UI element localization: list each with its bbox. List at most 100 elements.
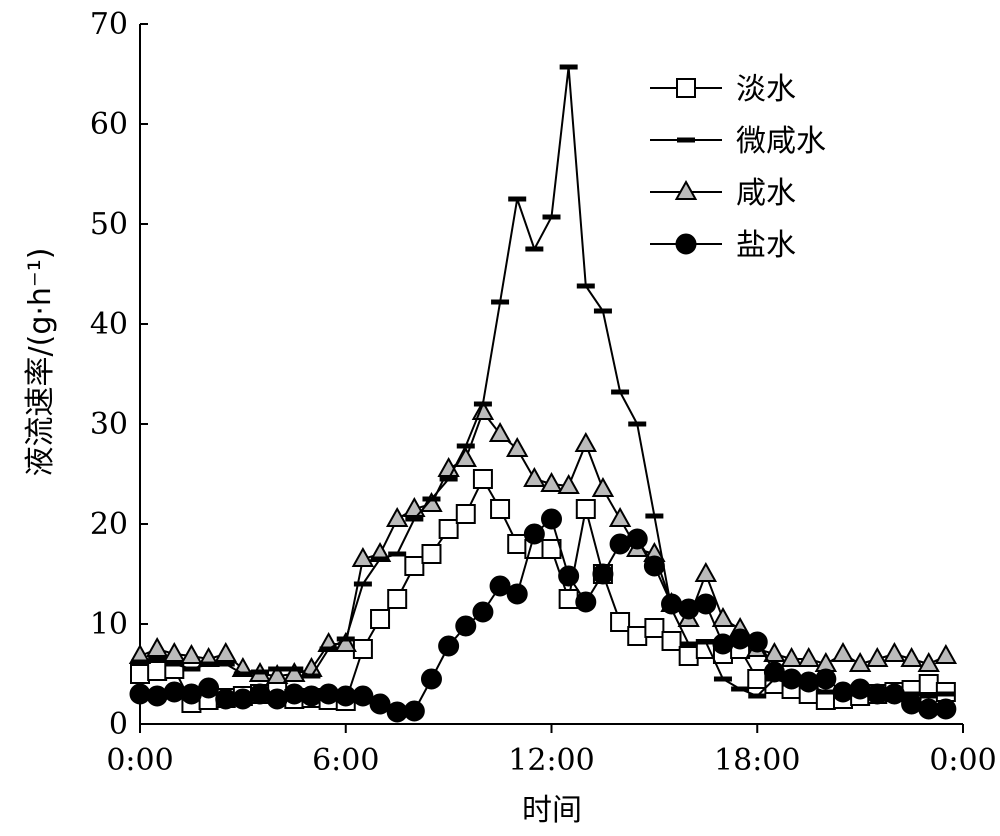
data-point: [557, 473, 580, 494]
data-point: [147, 661, 168, 681]
data-point: [576, 283, 595, 289]
data-point: [268, 666, 287, 672]
data-point: [525, 246, 544, 252]
data-point: [593, 308, 612, 314]
data-point: [868, 686, 887, 692]
data-point: [353, 581, 372, 587]
data-point: [851, 691, 870, 697]
data-point: [679, 641, 698, 647]
data-point: [815, 668, 837, 690]
data-point: [628, 421, 647, 427]
legend-label: 盐水: [736, 228, 796, 263]
legend-label: 咸水: [736, 176, 796, 211]
data-point: [608, 506, 632, 527]
data-point: [645, 513, 664, 519]
legend-item: 淡水: [650, 72, 796, 107]
data-point: [370, 609, 391, 629]
data-point: [626, 528, 648, 550]
data-point: [403, 496, 426, 517]
data-point: [902, 691, 921, 697]
data-point: [506, 436, 529, 457]
data-point: [611, 389, 630, 395]
data-point: [782, 681, 801, 687]
data-point: [371, 556, 390, 562]
data-point: [472, 601, 494, 623]
legend-item: 盐水: [650, 228, 796, 263]
data-point: [199, 661, 218, 667]
legend-label: 淡水: [736, 72, 796, 107]
data-point: [180, 643, 203, 664]
data-point: [816, 689, 835, 695]
y-axis-label: 液流速率/(g·h⁻¹): [23, 248, 58, 477]
data-point: [438, 519, 459, 539]
data-point: [540, 471, 563, 492]
data-point: [747, 669, 768, 689]
data-point: [934, 643, 958, 664]
data-point: [694, 561, 718, 582]
data-point: [678, 646, 699, 666]
data-point: [919, 693, 938, 699]
y-tick-label: 30: [90, 407, 128, 442]
data-point: [748, 693, 767, 699]
x-tick-label: 0:00: [106, 743, 173, 778]
legend-marker: [676, 78, 696, 98]
data-point: [198, 677, 220, 699]
data-point: [541, 508, 562, 530]
data-point: [523, 523, 545, 545]
data-point: [388, 551, 407, 557]
y-tick-label: 70: [90, 7, 128, 42]
data-point: [352, 685, 374, 707]
data-point: [848, 651, 872, 672]
data-point: [508, 196, 527, 202]
data-point: [780, 646, 803, 667]
data-point: [507, 534, 528, 554]
data-point: [319, 646, 338, 652]
data-point: [473, 401, 492, 407]
data-point: [404, 556, 425, 576]
data-point: [900, 646, 923, 667]
x-tick-label: 18:00: [714, 743, 800, 778]
data-point: [265, 663, 289, 684]
data-point: [711, 606, 735, 627]
series-line: [139, 66, 947, 698]
y-tick-label: 60: [90, 107, 128, 142]
data-point: [731, 686, 750, 692]
data-point: [233, 671, 252, 677]
data-point: [455, 504, 476, 524]
data-point: [713, 676, 732, 682]
data-point: [283, 661, 306, 682]
data-point: [351, 546, 375, 567]
data-point: [216, 661, 235, 667]
data-point: [574, 431, 597, 452]
data-point: [885, 691, 904, 697]
data-point: [662, 606, 681, 612]
data-point: [936, 691, 955, 697]
series-layer: [128, 64, 958, 723]
data-point: [918, 674, 939, 694]
data-point: [575, 591, 597, 613]
data-point: [385, 506, 409, 527]
data-point: [883, 641, 906, 662]
data-point: [729, 628, 751, 650]
legend-item: 咸水: [650, 176, 796, 211]
data-point: [592, 563, 614, 585]
data-point: [455, 615, 477, 637]
data-point: [575, 499, 596, 519]
data-point: [695, 593, 717, 615]
data-point: [696, 639, 715, 645]
x-tick-label: 12:00: [508, 743, 594, 778]
data-point: [214, 641, 237, 662]
data-point: [591, 476, 615, 497]
data-point: [523, 466, 546, 487]
data-point: [491, 299, 510, 305]
data-point: [558, 589, 579, 609]
data-point: [489, 575, 511, 597]
data-point: [797, 646, 820, 667]
data-point: [131, 659, 149, 665]
data-point: [145, 636, 169, 657]
data-point: [456, 443, 475, 449]
data-point: [454, 446, 477, 467]
legend-marker: [674, 179, 698, 200]
